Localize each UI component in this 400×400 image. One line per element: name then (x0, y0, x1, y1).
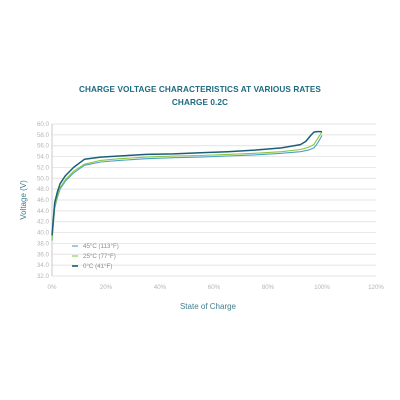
y-tick-label: 58.0 (37, 132, 50, 139)
series-line-1 (51, 135, 323, 241)
chart-subtitle: CHARGE 0.2C (171, 98, 229, 107)
chart-title: CHARGE VOLTAGE CHARACTERISTICS AT VARIOU… (79, 85, 321, 94)
legend-label: 0°C (41°F) (83, 263, 112, 270)
y-tick-label: 56.0 (37, 143, 50, 150)
x-tick-label: 0% (48, 284, 57, 291)
y-tick-label: 38.0 (37, 240, 50, 247)
y-tick-label: 54.0 (37, 154, 50, 161)
y-tick-label: 36.0 (37, 251, 50, 258)
legend-label: 25°C (77°F) (83, 253, 116, 260)
x-tick-label: 120% (368, 284, 384, 291)
y-tick-label: 44.0 (37, 208, 50, 215)
legend-label: 45°C (113°F) (83, 243, 119, 250)
x-tick-label: 100% (314, 284, 330, 291)
y-axis-title: Voltage (V) (19, 180, 28, 220)
y-tick-label: 50.0 (37, 175, 50, 182)
x-tick-label: 80% (262, 284, 275, 291)
x-axis-title: State of Charge (180, 302, 237, 311)
y-tick-label: 52.0 (37, 164, 50, 171)
y-tick-label: 32.0 (37, 273, 50, 280)
series-line-3 (51, 130, 322, 236)
y-tick-label: 40.0 (37, 230, 50, 237)
y-tick-label: 60.0 (37, 121, 50, 128)
x-tick-label: 20% (100, 284, 113, 291)
y-tick-label: 34.0 (37, 262, 50, 269)
x-tick-label: 40% (154, 284, 167, 291)
y-tick-label: 46.0 (37, 197, 50, 204)
y-tick-label: 48.0 (37, 186, 50, 193)
x-tick-label: 60% (208, 284, 221, 291)
y-tick-label: 42.0 (37, 219, 50, 226)
series-line-2 (51, 131, 323, 240)
